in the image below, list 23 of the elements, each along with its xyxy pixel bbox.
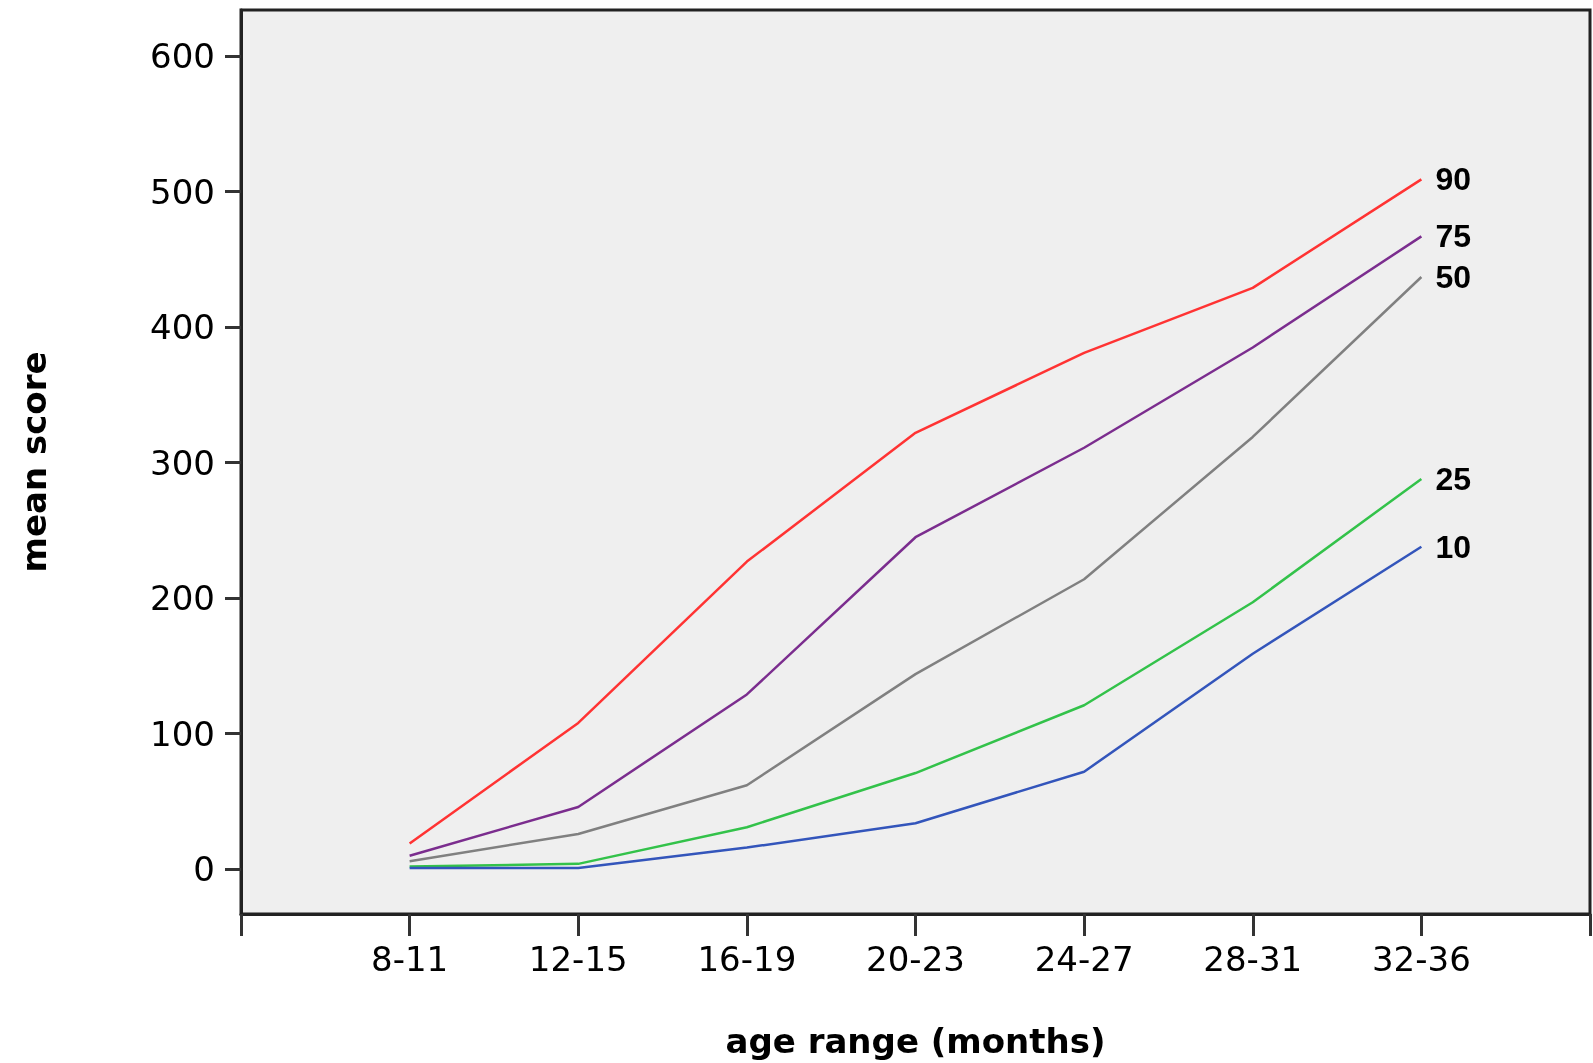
series-label: 50 <box>1435 259 1471 295</box>
x-tick-label: 32-36 <box>1371 939 1471 979</box>
y-tick-label: 200 <box>150 578 215 619</box>
x-tick-label: 20-23 <box>866 939 965 979</box>
x-tick-label: 8-11 <box>371 939 449 979</box>
series-label: 10 <box>1435 528 1471 565</box>
x-tick-label: 16-19 <box>697 939 797 979</box>
line-series <box>408 545 1423 870</box>
y-tick-label: 500 <box>150 171 215 212</box>
y-tick-label: 0 <box>193 849 215 890</box>
y-axis-title: mean score <box>14 351 54 573</box>
y-tick-label: 300 <box>150 442 215 483</box>
x-axis-title: age range (months) <box>725 1021 1106 1061</box>
line-series <box>408 477 1423 868</box>
y-tick-label: 400 <box>150 307 215 348</box>
series-label: 75 <box>1435 218 1471 255</box>
x-tick-label: 12-15 <box>528 939 628 979</box>
series-label: 25 <box>1435 460 1471 497</box>
x-tick-label: 24-27 <box>1034 939 1134 979</box>
series-label: 90 <box>1435 161 1471 198</box>
y-tick-label: 100 <box>150 713 215 754</box>
x-tick-label: 28-31 <box>1203 939 1303 979</box>
y-tick-label: 600 <box>150 36 215 77</box>
